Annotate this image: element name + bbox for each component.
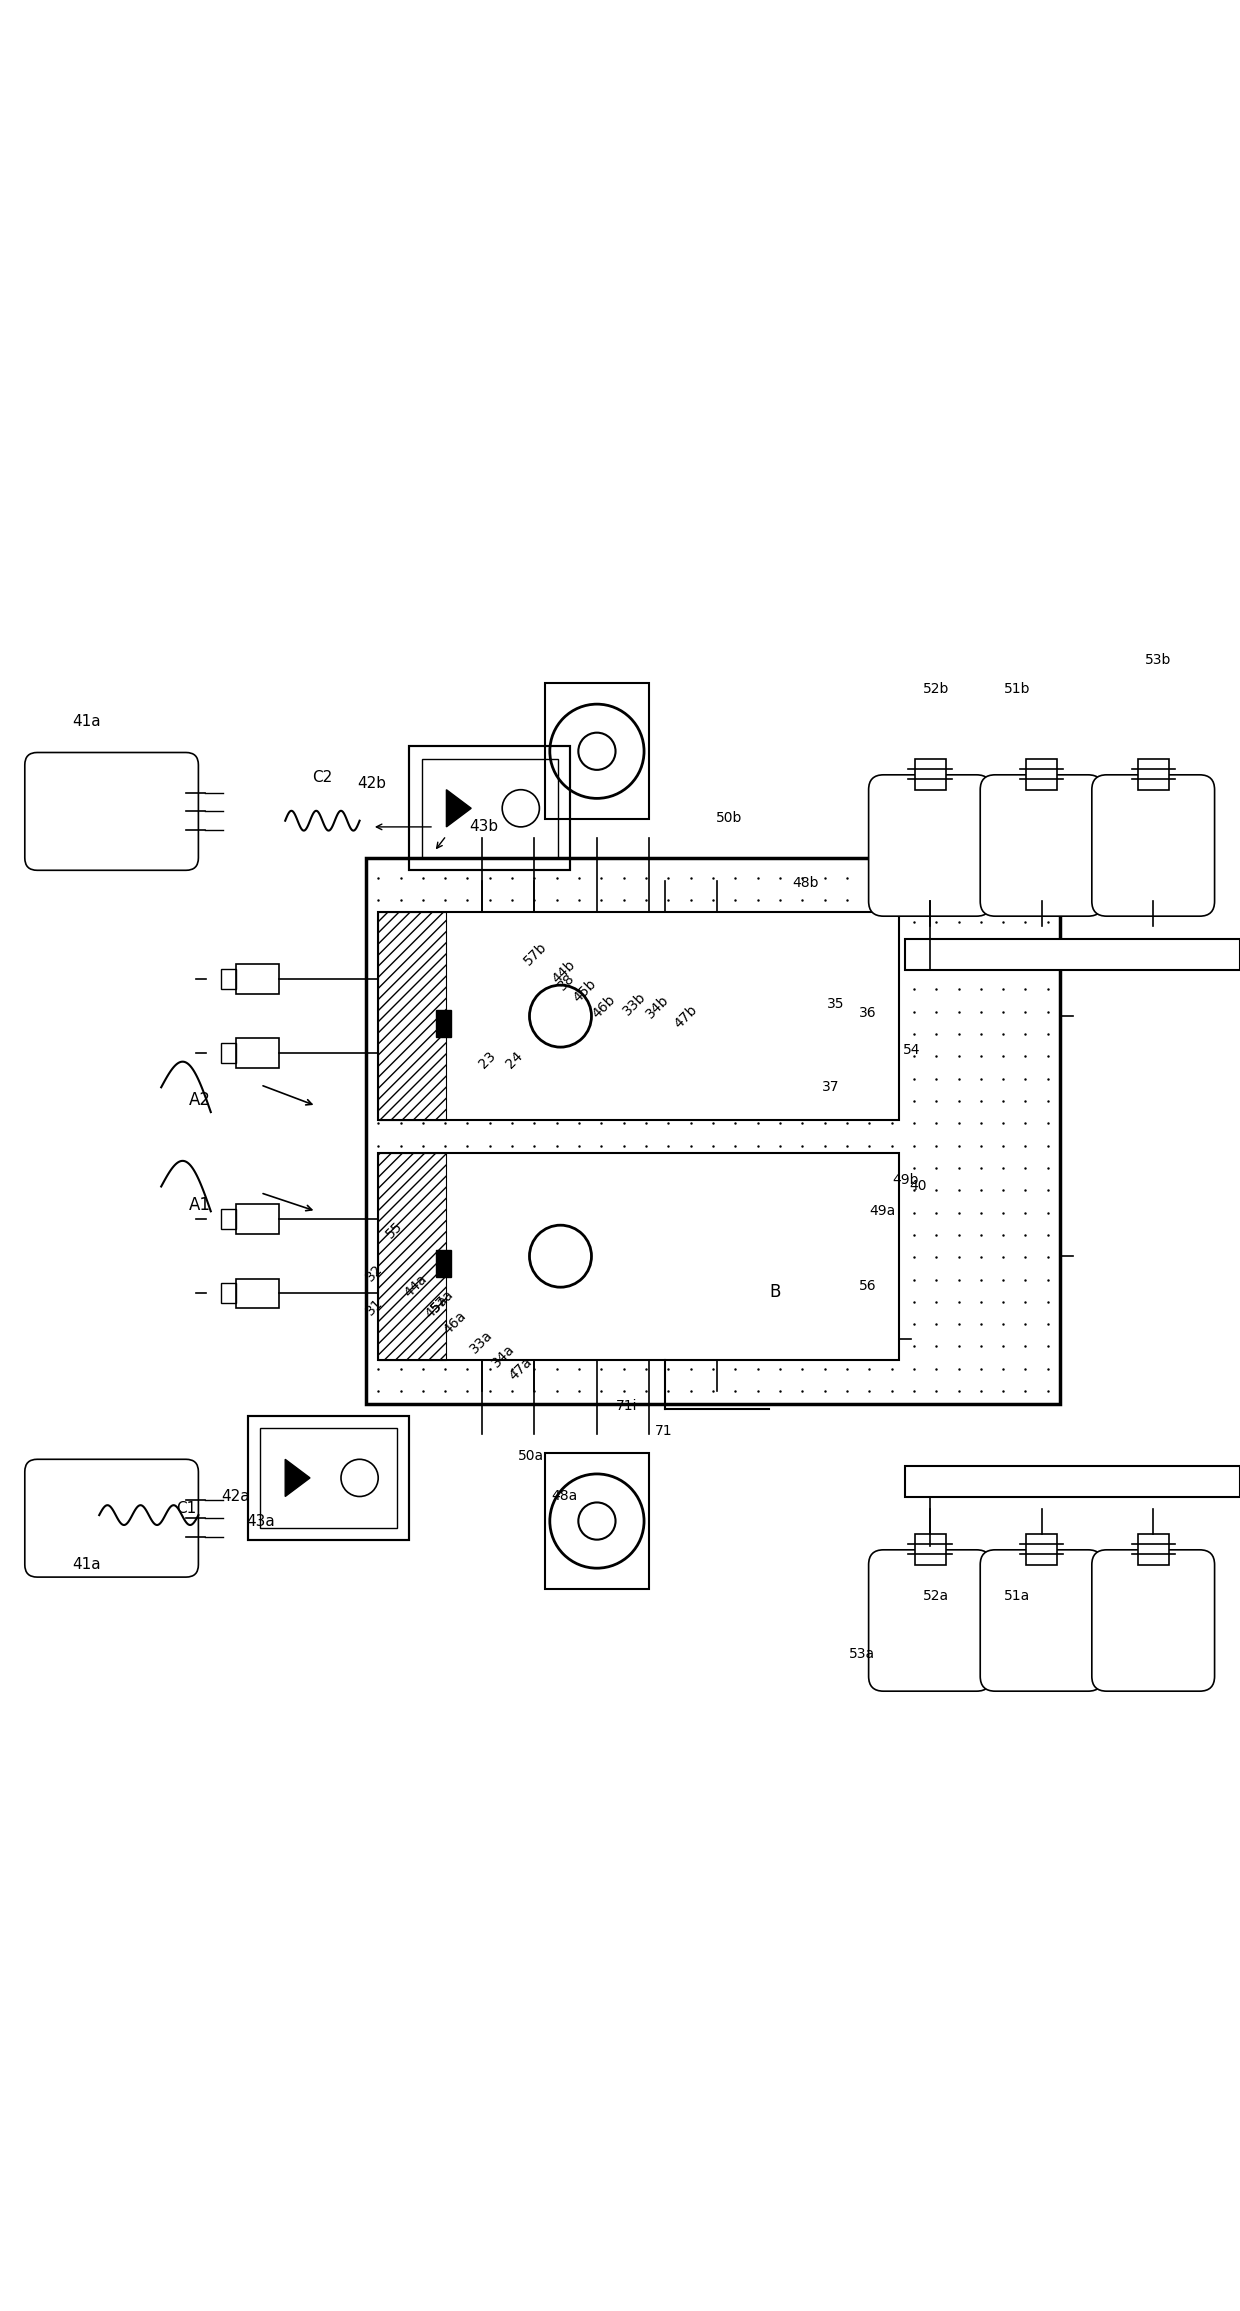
Text: 42b: 42b [357, 776, 387, 790]
Bar [221, 1283, 236, 1303]
Text: 50b: 50b [715, 811, 743, 825]
Text: 33a: 33a [467, 1327, 495, 1357]
Text: 35: 35 [827, 998, 844, 1012]
Text: 46b: 46b [589, 991, 619, 1021]
Bar [221, 1209, 236, 1229]
Bar [378, 913, 446, 1121]
FancyBboxPatch shape [1092, 774, 1215, 915]
Text: 51b: 51b [1003, 682, 1030, 696]
Text: 71: 71 [655, 1424, 672, 1437]
Text: 56: 56 [859, 1278, 877, 1292]
Bar [1138, 758, 1168, 790]
FancyBboxPatch shape [868, 1551, 992, 1692]
Text: 71i: 71i [615, 1398, 637, 1412]
Text: 31: 31 [363, 1296, 386, 1317]
Text: 52a: 52a [923, 1588, 950, 1604]
Text: 33b: 33b [620, 989, 650, 1019]
Bar [378, 1153, 446, 1359]
Bar [378, 1153, 899, 1359]
Bar [422, 758, 558, 857]
Text: 46a: 46a [441, 1308, 469, 1338]
FancyBboxPatch shape [1092, 1551, 1215, 1692]
FancyBboxPatch shape [25, 753, 198, 871]
Bar [248, 1417, 409, 1539]
FancyBboxPatch shape [868, 774, 992, 915]
Text: 37: 37 [822, 1079, 839, 1095]
Text: 49a: 49a [869, 1204, 897, 1218]
Text: 52b: 52b [923, 682, 950, 696]
Text: 41a: 41a [72, 1558, 102, 1571]
Text: 36: 36 [859, 1005, 877, 1019]
Text: 54: 54 [903, 1042, 920, 1056]
Bar [236, 964, 279, 994]
Bar [236, 1038, 279, 1068]
Bar [436, 1250, 451, 1278]
Bar [1025, 1535, 1056, 1565]
Text: 44b: 44b [549, 957, 579, 987]
Text: 41a: 41a [72, 714, 102, 728]
Bar [905, 938, 1240, 971]
Bar [409, 746, 570, 871]
Text: 48b: 48b [792, 876, 820, 890]
Bar [221, 1042, 236, 1063]
Text: 47b: 47b [671, 1003, 701, 1031]
Text: 34b: 34b [642, 991, 672, 1021]
Polygon shape [446, 790, 471, 827]
Text: 43b: 43b [469, 820, 498, 834]
Text: 23: 23 [476, 1049, 498, 1072]
Text: 32: 32 [363, 1262, 386, 1285]
Bar [260, 1428, 397, 1528]
Bar [221, 968, 236, 989]
Bar [436, 1010, 451, 1038]
Bar [409, 746, 570, 871]
Text: 40: 40 [909, 1179, 926, 1192]
Text: 45a: 45a [423, 1292, 450, 1322]
FancyBboxPatch shape [980, 1551, 1104, 1692]
Text: C1: C1 [176, 1502, 196, 1516]
Text: B: B [769, 1283, 781, 1301]
Text: 57a: 57a [429, 1287, 456, 1315]
Bar [544, 1454, 649, 1590]
Text: A2: A2 [188, 1091, 211, 1109]
Bar [915, 758, 945, 790]
Text: 50a: 50a [517, 1449, 544, 1463]
Bar [366, 857, 1060, 1403]
Text: 51a: 51a [1003, 1588, 1030, 1604]
Text: 44a: 44a [402, 1271, 429, 1299]
Text: 57b: 57b [521, 938, 551, 968]
Text: 48a: 48a [551, 1491, 578, 1504]
Bar [248, 1417, 409, 1539]
Bar [378, 913, 899, 1121]
Bar [905, 1465, 1240, 1498]
Bar [1025, 758, 1056, 790]
Bar [915, 1535, 945, 1565]
Text: 49b: 49b [892, 1174, 919, 1188]
Text: 43a: 43a [246, 1514, 275, 1530]
FancyBboxPatch shape [25, 1458, 198, 1576]
Text: 24: 24 [503, 1049, 526, 1072]
Bar [1138, 1535, 1168, 1565]
Bar [544, 684, 649, 820]
Text: 55: 55 [383, 1218, 405, 1241]
Text: 42a: 42a [221, 1488, 250, 1504]
Text: C2: C2 [312, 770, 332, 786]
Bar [236, 1278, 279, 1308]
Text: A1: A1 [188, 1197, 211, 1213]
Text: 38: 38 [556, 971, 578, 994]
Text: 45b: 45b [570, 975, 600, 1005]
Bar [236, 1204, 279, 1234]
Text: 53b: 53b [1145, 652, 1172, 666]
FancyBboxPatch shape [980, 774, 1104, 915]
Text: 34a: 34a [490, 1343, 517, 1370]
Text: 47a: 47a [507, 1354, 534, 1382]
Polygon shape [285, 1458, 310, 1498]
Text: 53a: 53a [848, 1648, 875, 1662]
